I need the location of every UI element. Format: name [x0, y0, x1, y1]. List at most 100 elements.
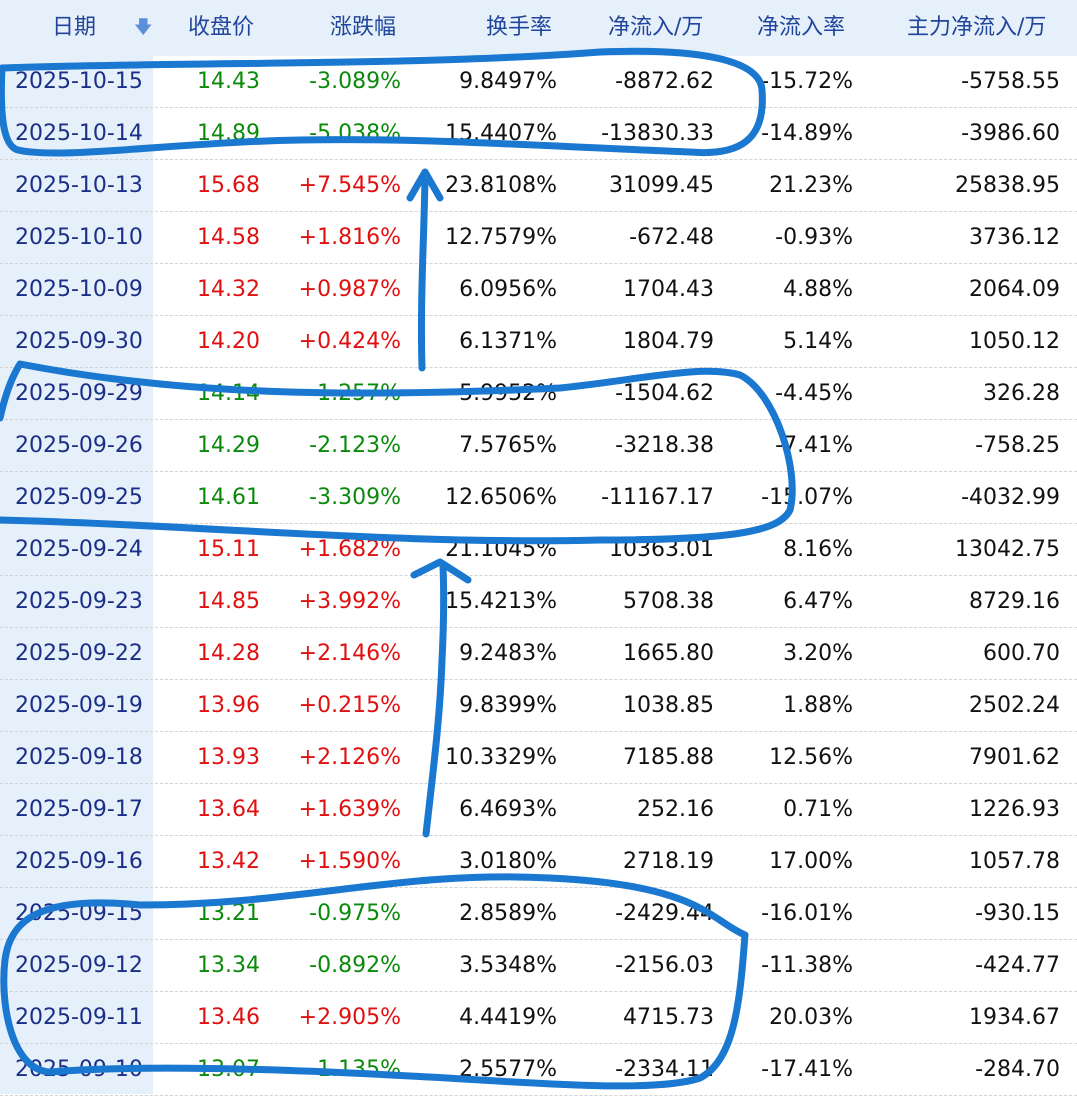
table-row[interactable]: 2025-09-17 13.64 +1.639% 6.4693% 252.16 0.71%… [0, 784, 1077, 836]
cell-net-inflow: 31099.45 [609, 173, 714, 198]
table-row[interactable]: 2025-09-18 13.93 +2.126% 10.3329% 7185.88 12.… [0, 732, 1077, 784]
cell-main-inflow: 8729.16 [969, 589, 1060, 614]
table-row[interactable]: 2025-09-11 13.46 +2.905% 4.4419% 4715.73 20.0… [0, 992, 1077, 1044]
cell-main-inflow: 600.70 [983, 641, 1060, 666]
cell-change: +0.424% [298, 329, 401, 354]
table-row[interactable]: 2025-09-12 13.34 -0.892% 3.5348% -2156.03 -11… [0, 940, 1077, 992]
cell-close: 14.89 [197, 121, 260, 146]
table-row[interactable]: 2025-09-24 15.11 +1.682% 21.1045% 10363.01 8.… [0, 524, 1077, 576]
cell-close: 14.32 [197, 277, 260, 302]
cell-change: -0.975% [309, 901, 401, 926]
cell-change: +2.905% [298, 1005, 401, 1030]
cell-net-rate: -15.07% [761, 485, 853, 510]
cell-main-inflow: -424.77 [975, 953, 1060, 978]
cell-close: 14.20 [197, 329, 260, 354]
header-change[interactable]: 涨跌幅 [330, 15, 397, 40]
table-row[interactable]: 2025-09-23 14.85 +3.992% 15.4213% 5708.38 6.4… [0, 576, 1077, 628]
cell-main-inflow: 1226.93 [969, 797, 1060, 822]
header-net-inflow[interactable]: 净流入/万 [608, 15, 704, 40]
cell-turnover: 4.4419% [459, 1005, 557, 1030]
table-body: 2025-10-15 14.43 -3.089% 9.8497% -8872.62 -15… [0, 56, 1077, 1096]
cell-net-inflow: -13830.33 [601, 121, 714, 146]
cell-turnover: 3.0180% [459, 849, 557, 874]
table-row[interactable]: 2025-10-10 14.58 +1.816% 12.7579% -672.48 -0.… [0, 212, 1077, 264]
table-row[interactable]: 2025-10-09 14.32 +0.987% 6.0956% 1704.43 4.88… [0, 264, 1077, 316]
cell-net-inflow: -2429.44 [615, 901, 714, 926]
cell-turnover: 5.9952% [459, 381, 557, 406]
cell-close: 13.46 [197, 1005, 260, 1030]
cell-net-rate: -7.41% [775, 433, 853, 458]
cell-net-rate: -11.38% [761, 953, 853, 978]
cell-main-inflow: -5758.55 [961, 69, 1060, 94]
table-row[interactable]: 2025-09-22 14.28 +2.146% 9.2483% 1665.80 3.20… [0, 628, 1077, 680]
cell-date: 2025-09-24 [15, 537, 143, 562]
cell-main-inflow: -4032.99 [961, 485, 1060, 510]
table-row[interactable]: 2025-09-19 13.96 +0.215% 9.8399% 1038.85 1.88… [0, 680, 1077, 732]
cell-close: 13.96 [197, 693, 260, 718]
cell-date: 2025-09-25 [15, 485, 143, 510]
header-date[interactable]: 日期 [52, 15, 97, 40]
cell-change: -1.135% [309, 1057, 401, 1082]
header-net-rate[interactable]: 净流入率 [757, 15, 846, 40]
table-header: 日期 🡇 收盘价 涨跌幅 换手率 净流入/万 净流入率 主力净流入/万 [0, 0, 1077, 56]
table-row[interactable]: 2025-10-14 14.89 -5.038% 15.4407% -13830.33 -… [0, 108, 1077, 160]
cell-turnover: 12.7579% [445, 225, 557, 250]
table-row[interactable]: 2025-09-26 14.29 -2.123% 7.5765% -3218.38 -7.… [0, 420, 1077, 472]
cell-net-rate: -4.45% [775, 381, 853, 406]
table-row[interactable]: 2025-09-25 14.61 -3.309% 12.6506% -11167.17 -… [0, 472, 1077, 524]
cell-turnover: 10.3329% [445, 745, 557, 770]
header-main-inflow[interactable]: 主力净流入/万 [907, 15, 1047, 40]
cell-main-inflow: 2502.24 [969, 693, 1060, 718]
cell-turnover: 9.8497% [459, 69, 557, 94]
cell-change: +1.816% [298, 225, 401, 250]
header-turnover[interactable]: 换手率 [486, 15, 553, 40]
header-close[interactable]: 收盘价 [188, 15, 255, 40]
cell-close: 13.07 [197, 1057, 260, 1082]
cell-turnover: 9.2483% [459, 641, 557, 666]
cell-net-rate: 21.23% [769, 173, 853, 198]
table-row[interactable]: 2025-09-15 13.21 -0.975% 2.8589% -2429.44 -16… [0, 888, 1077, 940]
cell-net-rate: -15.72% [761, 69, 853, 94]
cell-main-inflow: 1057.78 [969, 849, 1060, 874]
table-row[interactable]: 2025-09-30 14.20 +0.424% 6.1371% 1804.79 5.14… [0, 316, 1077, 368]
cell-main-inflow: 1934.67 [969, 1005, 1060, 1030]
arrow-down-icon[interactable]: 🡇 [134, 17, 153, 38]
cell-change: -3.089% [309, 69, 401, 94]
cell-change: -5.038% [309, 121, 401, 146]
cell-net-rate: 12.56% [769, 745, 853, 770]
cell-net-inflow: -8872.62 [615, 69, 714, 94]
table-row[interactable]: 2025-09-29 14.14 -1.257% 5.9952% -1504.62 -4.… [0, 368, 1077, 420]
table-row[interactable]: 2025-10-13 15.68 +7.545% 23.8108% 31099.45 21… [0, 160, 1077, 212]
cell-net-rate: -17.41% [761, 1057, 853, 1082]
cell-net-rate: -16.01% [761, 901, 853, 926]
cell-turnover: 15.4213% [445, 589, 557, 614]
cell-net-inflow: -3218.38 [615, 433, 714, 458]
cell-net-inflow: 5708.38 [623, 589, 714, 614]
table-row[interactable]: 2025-09-16 13.42 +1.590% 3.0180% 2718.19 17.0… [0, 836, 1077, 888]
table-row[interactable]: 2025-10-15 14.43 -3.089% 9.8497% -8872.62 -15… [0, 56, 1077, 108]
cell-turnover: 23.8108% [445, 173, 557, 198]
cell-turnover: 3.5348% [459, 953, 557, 978]
cell-net-rate: 3.20% [783, 641, 853, 666]
cell-date: 2025-09-19 [15, 693, 143, 718]
cell-turnover: 2.5577% [459, 1057, 557, 1082]
cell-net-inflow: -2334.11 [615, 1057, 714, 1082]
cell-net-inflow: -2156.03 [615, 953, 714, 978]
cell-main-inflow: -3986.60 [961, 121, 1060, 146]
cell-net-rate: 1.88% [783, 693, 853, 718]
cell-net-inflow: 4715.73 [623, 1005, 714, 1030]
cell-change: +7.545% [298, 173, 401, 198]
cell-main-inflow: 3736.12 [969, 225, 1060, 250]
table-row[interactable]: 2025-09-10 13.07 -1.135% 2.5577% -2334.11 -17… [0, 1044, 1077, 1096]
cell-date: 2025-09-11 [15, 1005, 143, 1030]
cell-main-inflow: -930.15 [975, 901, 1060, 926]
cell-date: 2025-09-18 [15, 745, 143, 770]
cell-main-inflow: 7901.62 [969, 745, 1060, 770]
cell-date: 2025-09-29 [15, 381, 143, 406]
cell-change: -1.257% [309, 381, 401, 406]
cell-date: 2025-10-09 [15, 277, 143, 302]
cell-net-rate: 17.00% [769, 849, 853, 874]
cell-change: -2.123% [309, 433, 401, 458]
cell-net-rate: 6.47% [783, 589, 853, 614]
cell-change: -0.892% [309, 953, 401, 978]
